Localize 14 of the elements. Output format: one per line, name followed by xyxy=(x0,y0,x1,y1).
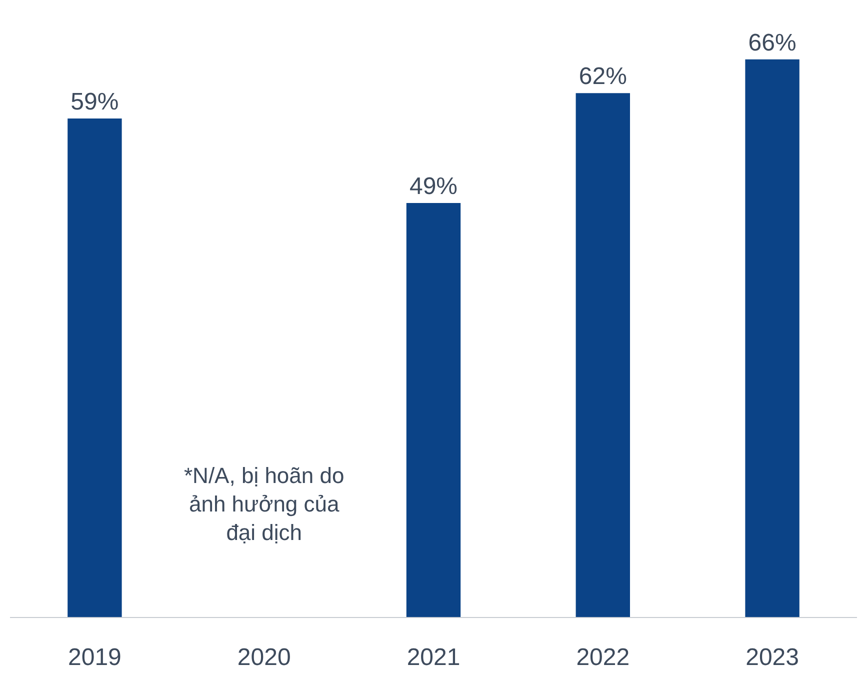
x-tick-label: 2019 xyxy=(68,644,122,671)
bar xyxy=(745,59,800,617)
bar xyxy=(576,93,630,617)
bar xyxy=(68,118,122,617)
data-label: 59% xyxy=(70,88,119,116)
x-tick-label: 2020 xyxy=(237,644,291,671)
x-tick-label: 2021 xyxy=(406,644,460,671)
bar xyxy=(406,202,461,617)
data-label: 66% xyxy=(748,29,796,56)
annotation: *N/A, bị hoãn do ảnh hưởng của đại dịch xyxy=(184,463,344,546)
x-tick-label: 2022 xyxy=(576,644,630,671)
x-tick-label: 2023 xyxy=(746,644,799,671)
data-label: 49% xyxy=(409,172,458,200)
data-label: 62% xyxy=(578,63,627,90)
